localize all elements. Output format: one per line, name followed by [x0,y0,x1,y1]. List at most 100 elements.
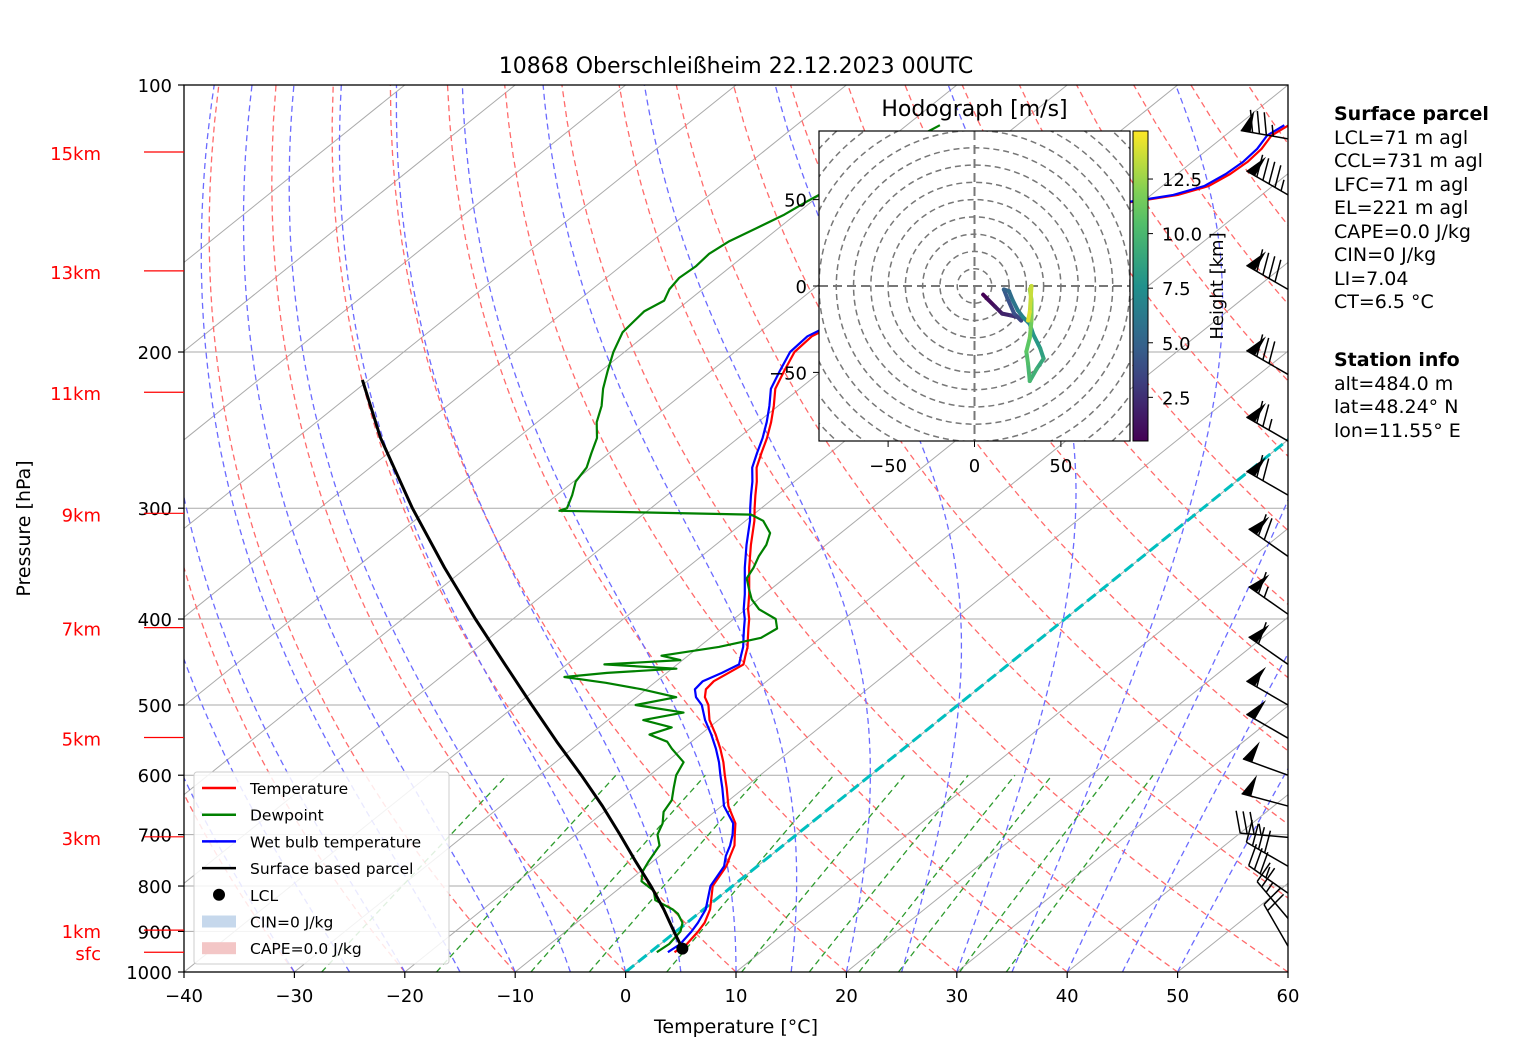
hodograph-trace [1026,361,1032,384]
isotherm [514,350,1288,972]
hodograph-x-tick-label: −50 [869,456,907,477]
dry-adiabat [561,85,1178,972]
surface-parcel-ccl: CCL=731 m agl [1334,150,1483,172]
hodograph-plot [819,131,1130,441]
isotherm [184,85,847,618]
legend-label: Dewpoint [250,807,324,825]
station-info-alt: alt=484.0 m [1334,372,1454,395]
height-label: 15km [50,144,101,165]
moist-adiabat [1121,652,1288,972]
y-tick-label: 900 [138,922,172,943]
hodograph-y-tick-label: 50 [784,191,807,212]
hodograph-y-tick-label: 0 [796,277,807,298]
mixing-ratio-line [741,774,905,972]
colorbar-tick-label: 2.5 [1162,388,1191,409]
y-tick-label: 800 [138,877,172,898]
hodograph-trace [1027,284,1034,314]
moist-adiabat [1177,767,1288,972]
surface-parcel-lfc: LFC=71 m agl [1334,173,1469,196]
colorbar-tick-label: 12.5 [1162,170,1202,191]
legend-swatch [213,888,225,901]
y-tick-label: 100 [138,76,172,97]
isotherm [184,85,626,441]
wind-barb [1246,249,1289,291]
y-tick-label: 600 [138,766,172,787]
wind-barb [1241,774,1289,807]
legend-label: Surface based parcel [250,860,413,878]
wind-barb [1242,741,1289,776]
wind-barb [1240,109,1289,140]
colorbar-tick-label: 7.5 [1162,279,1191,300]
wind-barb [1246,154,1289,196]
wind-barb [1248,571,1289,615]
mixing-ratio-line [1005,774,1154,972]
x-axis-label: Temperature [°C] [653,1016,818,1038]
y-tick-label: 200 [138,343,172,364]
dry-adiabat [208,85,516,972]
chart-title: 10868 Oberschleißheim 22.12.2023 00UTC [499,54,974,79]
legend-label: CIN=0 J/kg [250,914,333,932]
surface-parcel-panel: Surface parcel LCL=71 m agl CCL=731 m ag… [1334,103,1489,315]
mixing-ratio-line [808,774,969,972]
x-tick-label: 60 [1277,986,1300,1007]
x-tick-label: 0 [620,986,631,1007]
y-axis-label: Pressure [hPa] [13,460,35,596]
lcl-point [676,942,689,955]
legend-swatch [202,915,236,928]
surface-parcel-ct: CT=6.5 °C [1334,291,1434,313]
colorbar-tick-label: 5.0 [1162,334,1191,355]
surface-parcel-cape: CAPE=0.0 J/kg [1334,220,1471,243]
zero-isotherm [624,437,1288,972]
colorbar [1132,130,1149,442]
x-tick-label: −30 [275,986,313,1007]
dry-adiabat [618,85,1288,972]
isotherm [184,85,516,352]
x-tick-label: −20 [386,986,424,1007]
hodograph-trace [1031,332,1043,351]
legend-box [193,771,450,965]
x-tick-label: 30 [945,986,968,1007]
moist-adiabat [242,85,516,972]
wind-barb [1246,666,1289,706]
moist-adiabat [395,85,682,972]
wind-barb [1246,334,1289,376]
series-dewpoint [558,124,941,954]
mixing-ratio-line [666,774,835,972]
hodograph-trace [1027,318,1034,340]
moist-adiabat [288,85,572,972]
legend-swatch [202,942,236,955]
hodograph-trace [1034,356,1046,371]
legend-label: LCL [250,887,278,905]
moist-adiabat [542,85,798,972]
y-tick-label: 400 [138,610,172,631]
x-tick-label: −40 [165,986,203,1007]
wind-barb [1246,454,1289,496]
height-label: 11km [50,384,101,405]
hodograph-trace [1026,309,1032,323]
x-tick-label: −10 [496,986,534,1007]
mixing-ratio-line [858,774,1016,972]
hodograph-y-tick-label: −50 [769,363,807,384]
wind-barb [1246,700,1289,739]
mixing-ratio-line [530,774,706,972]
surface-parcel-heading: Surface parcel [1334,103,1489,125]
mixing-ratio-line [959,774,1110,972]
hodograph-x-tick-label: 50 [1049,456,1072,477]
station-info-lon: lon=11.55° E [1334,419,1461,442]
hodograph-x-tick-label: 0 [969,456,980,477]
station-info-heading: Station info [1334,349,1460,371]
isotherm [735,527,1288,972]
surface-parcel-el: EL=221 m agl [1334,197,1469,219]
station-info-panel: Station info alt=484.0 m lat=48.24° N lo… [1334,349,1461,443]
height-label: 5km [62,729,101,750]
hodograph-trace [1024,349,1031,366]
moist-adiabat [461,85,737,972]
isotherm [294,173,1288,972]
moist-adiabat [643,85,871,972]
hodograph-title: Hodograph [m/s] [881,97,1067,122]
dry-adiabat [389,85,847,972]
moist-adiabat [338,85,627,972]
wind-barb [1247,843,1289,894]
wind-barb [1248,622,1289,666]
